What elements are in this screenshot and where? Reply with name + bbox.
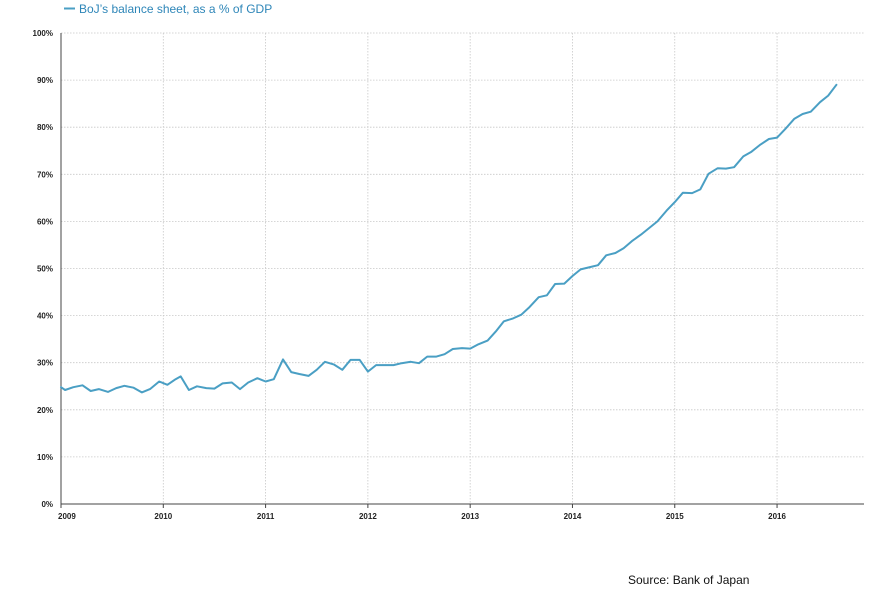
y-tick-label: 70% [37, 170, 53, 179]
y-tick-label: 10% [37, 453, 53, 462]
y-tick-label: 40% [37, 312, 53, 321]
y-tick-label: 0% [41, 500, 53, 509]
x-tick-label: 2014 [564, 512, 582, 521]
x-tick-label: 2009 [58, 512, 76, 521]
x-tick-label: 2012 [359, 512, 377, 521]
x-tick-label: 2016 [768, 512, 786, 521]
series-layer [60, 83, 838, 394]
y-tick-label: 100% [33, 29, 53, 38]
x-axis-ticks: 2009 2010 2011 2012 2013 2014 2015 2016 [58, 512, 787, 521]
source-note: Source: Bank of Japan [628, 573, 749, 587]
y-tick-label: 80% [37, 123, 53, 132]
x-tick-label: 2013 [461, 512, 479, 521]
x-tick-label: 2010 [154, 512, 172, 521]
x-tick-label: 2011 [257, 512, 275, 521]
y-tick-label: 60% [37, 217, 53, 226]
axes [60, 33, 864, 508]
x-tick-label: 2015 [666, 512, 684, 521]
legend-label: BoJ’s balance sheet, as a % of GDP [79, 2, 272, 16]
y-tick-label: 50% [37, 265, 53, 274]
series-line [60, 83, 838, 394]
y-axis-ticks: 0% 10% 20% 30% 40% 50% 60% 70% 80% 90% 100% [33, 29, 53, 509]
y-tick-label: 30% [37, 359, 53, 368]
y-tick-label: 20% [37, 406, 53, 415]
y-tick-label: 90% [37, 76, 53, 85]
grid [61, 32, 864, 504]
legend: BoJ’s balance sheet, as a % of GDP [64, 2, 272, 16]
